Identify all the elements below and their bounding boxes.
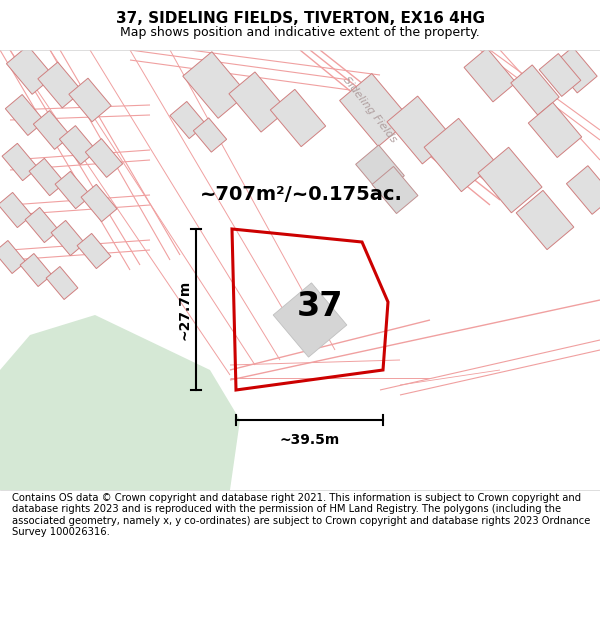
Polygon shape — [340, 74, 410, 146]
Polygon shape — [69, 78, 111, 122]
Polygon shape — [424, 118, 496, 192]
Polygon shape — [34, 111, 71, 149]
Polygon shape — [29, 158, 65, 196]
Polygon shape — [553, 47, 597, 93]
Text: Map shows position and indicative extent of the property.: Map shows position and indicative extent… — [120, 26, 480, 39]
Polygon shape — [183, 52, 247, 118]
Polygon shape — [0, 241, 26, 274]
Polygon shape — [193, 118, 227, 152]
Polygon shape — [528, 102, 582, 158]
Polygon shape — [516, 191, 574, 249]
Polygon shape — [0, 315, 240, 490]
Polygon shape — [2, 143, 38, 181]
Text: ~707m²/~0.175ac.: ~707m²/~0.175ac. — [200, 186, 403, 204]
Polygon shape — [478, 148, 542, 213]
Polygon shape — [566, 166, 600, 214]
Polygon shape — [7, 46, 53, 94]
Polygon shape — [273, 283, 347, 357]
Polygon shape — [20, 254, 52, 286]
Text: Contains OS data © Crown copyright and database right 2021. This information is : Contains OS data © Crown copyright and d… — [12, 492, 590, 538]
Polygon shape — [59, 126, 97, 164]
Polygon shape — [387, 96, 453, 164]
Text: Sideling Fields: Sideling Fields — [341, 75, 399, 145]
Polygon shape — [372, 166, 418, 214]
Polygon shape — [55, 171, 91, 209]
Polygon shape — [5, 94, 44, 136]
Polygon shape — [85, 139, 122, 178]
Text: 37, SIDELING FIELDS, TIVERTON, EX16 4HG: 37, SIDELING FIELDS, TIVERTON, EX16 4HG — [115, 11, 485, 26]
Polygon shape — [0, 192, 32, 228]
Text: 37: 37 — [297, 290, 343, 323]
Polygon shape — [356, 145, 404, 195]
Polygon shape — [25, 208, 59, 242]
Text: ~27.7m: ~27.7m — [177, 279, 191, 339]
Polygon shape — [511, 65, 559, 115]
Polygon shape — [464, 48, 516, 102]
Polygon shape — [38, 62, 82, 108]
Polygon shape — [46, 266, 78, 299]
Text: ~39.5m: ~39.5m — [280, 433, 340, 447]
Polygon shape — [77, 233, 111, 269]
Polygon shape — [170, 101, 206, 139]
Polygon shape — [539, 54, 581, 96]
Polygon shape — [229, 72, 287, 132]
Polygon shape — [271, 89, 326, 147]
Polygon shape — [51, 221, 85, 256]
Polygon shape — [81, 184, 117, 222]
